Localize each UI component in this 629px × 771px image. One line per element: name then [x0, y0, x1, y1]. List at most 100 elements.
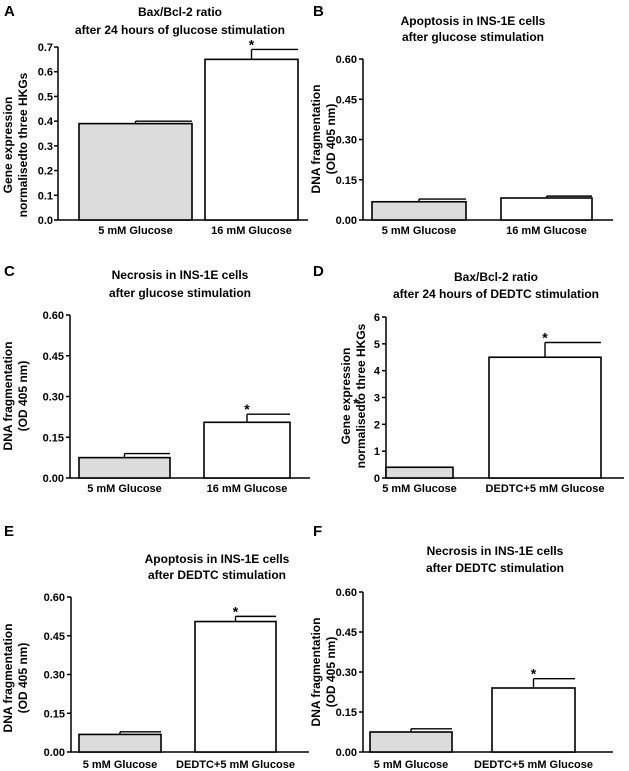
bar-1 — [78, 456, 171, 479]
category-label-2: 16 mM Glucose — [207, 483, 288, 495]
panel-b: B Apoptosis in INS-1E cells after glucose … — [309, 3, 613, 237]
y-axis-label-line-1: DNA fragmentation — [309, 618, 323, 727]
significance-star: * — [542, 329, 548, 345]
significance-star: * — [244, 401, 250, 417]
bar-2 — [491, 687, 576, 753]
panel-letter: D — [313, 263, 324, 280]
y-tick-label: 0.30 — [336, 135, 357, 147]
y-tick-label: 5 — [374, 339, 380, 351]
chart-title-line-2: after glucose stimulation — [109, 286, 251, 300]
chart-title-line-1: Necrosis in INS-1E cells — [112, 268, 249, 282]
significance-star: * — [233, 603, 239, 619]
chart-title-line-1: Necrosis in INS-1E cells — [427, 544, 564, 558]
y-tick-label: 0.00 — [336, 215, 357, 227]
bar-2 — [194, 620, 277, 753]
y-tick-label: 0.45 — [44, 631, 65, 643]
category-label-2: 16 mM Glucose — [211, 225, 292, 237]
bar-1 — [371, 200, 467, 221]
y-tick-label: 4 — [374, 366, 381, 378]
y-tick-label: 0.2 — [38, 166, 53, 178]
y-tick-label: 0.5 — [38, 91, 53, 103]
y-tick-label: 0.45 — [43, 351, 64, 363]
y-tick-label: 0.4 — [38, 116, 54, 128]
y-tick-label: 0.15 — [336, 175, 357, 187]
category-label-1: 5 mM Glucose — [382, 225, 457, 237]
y-tick-label: 0.60 — [336, 54, 357, 66]
category-label-2: DEDTC+5 mM Glucose — [176, 759, 295, 771]
y-tick-label: 0 — [374, 473, 380, 485]
category-label-1: 5 mM Glucose — [382, 483, 457, 495]
significance-star: * — [249, 36, 255, 52]
chart-title-line-1: Apoptosis in INS-1E cells — [401, 14, 546, 28]
bar-1 — [369, 731, 453, 753]
bar-1 — [78, 733, 162, 753]
panel-letter: A — [4, 3, 15, 20]
chart-title-line-2: after DEDTC stimulation — [426, 561, 564, 575]
category-label-1: 5 mM Glucose — [374, 759, 449, 771]
y-tick-label: 0.00 — [43, 473, 64, 485]
bar-2 — [488, 356, 602, 479]
chart-title-line-1: Bax/Bcl-2 ratio — [454, 270, 538, 284]
y-tick-label: 0.30 — [43, 392, 64, 404]
y-axis-label-line-1: Gene expression — [1, 97, 15, 194]
y-axis-label-line-1: DNA fragmentation — [309, 85, 323, 194]
y-tick-label: 0.15 — [44, 708, 65, 720]
y-tick-label: 0.1 — [38, 190, 53, 202]
y-tick-label: 1 — [374, 446, 380, 458]
bar-1 — [385, 466, 454, 479]
y-tick-label: 0.30 — [336, 667, 357, 679]
panel-e: E Apoptosis in INS-1E cells after DEDTC st… — [1, 523, 309, 771]
y-tick-label: 0.30 — [44, 670, 65, 682]
panel-letter: E — [4, 523, 14, 540]
chart-title-line-1: Apoptosis in INS-1E cells — [145, 552, 290, 566]
panel-a: A Bax/Bcl-2 ratio after 24 hours of glucos… — [1, 3, 308, 237]
y-tick-label: 0.60 — [336, 587, 357, 599]
chart-title-line-2: after 24 hours of DEDTC stimulation — [393, 287, 599, 301]
y-tick-label: 0.15 — [336, 707, 357, 719]
bar-2 — [204, 58, 299, 221]
y-axis-label-line-2: (OD 405 nm) — [16, 361, 30, 432]
chart-title-line-2: after DEDTC stimulation — [148, 568, 286, 582]
category-label-1: 5 mM Glucose — [98, 225, 173, 237]
chart-title-line-2: after glucose stimulation — [402, 30, 544, 44]
category-label-2: DEDTC+5 mM Glucose — [474, 759, 593, 771]
bar-1 — [78, 122, 193, 221]
category-label-1: 5 mM Glucose — [83, 759, 158, 771]
panel-letter: B — [313, 3, 324, 20]
chart-title-line-2: after 24 hours of glucose stimulation — [75, 23, 285, 37]
y-axis-label-line-1: DNA fragmentation — [1, 624, 15, 733]
panel-letter: C — [4, 263, 15, 280]
panel-c: C Necrosis in INS-1E cells after glucose s… — [1, 263, 310, 495]
y-tick-label: 0.45 — [336, 94, 357, 106]
y-axis-label-line-1: Gene expression — [339, 348, 353, 445]
y-axis-label-line-2: (OD 405 nm) — [324, 637, 338, 708]
y-tick-label: 0.60 — [43, 310, 64, 322]
y-axis-label-line-2: normalisedto three HKGs — [354, 323, 368, 468]
y-tick-label: 3 — [374, 393, 380, 405]
significance-star: * — [531, 666, 537, 682]
y-tick-label: 0.7 — [38, 42, 53, 54]
y-tick-label: 0.3 — [38, 141, 53, 153]
bar-2 — [500, 197, 593, 221]
category-label-2: 16 mM Glucose — [506, 225, 587, 237]
y-tick-label: 2 — [374, 419, 380, 431]
y-axis-label-line-2: (OD 405 nm) — [16, 643, 30, 714]
panel-f: F Necrosis in INS-1E cells after DEDTC sti… — [309, 523, 613, 771]
y-tick-label: 0.15 — [43, 432, 64, 444]
y-tick-label: 0.0 — [38, 215, 53, 227]
bar-2 — [203, 421, 291, 479]
y-tick-label: 0.00 — [44, 747, 65, 759]
category-label-2: DEDTC+5 mM Glucose — [486, 483, 605, 495]
y-axis-label-line-1: DNA fragmentation — [1, 342, 15, 451]
chart-title-line-1: Bax/Bcl-2 ratio — [138, 5, 222, 19]
category-label-1: 5 mM Glucose — [87, 483, 162, 495]
y-tick-label: 0.6 — [38, 67, 53, 79]
y-tick-label: 0.00 — [336, 747, 357, 759]
y-tick-label: 0.45 — [336, 627, 357, 639]
y-axis-label-line-2: normalisedto three HKGs — [16, 72, 30, 217]
panel-d: D Bax/Bcl-2 ratio after 24 hours of DEDTC … — [313, 263, 624, 495]
y-axis-label-line-2: (OD 405 nm) — [324, 104, 338, 175]
y-tick-label: 0.60 — [44, 592, 65, 604]
panel-letter: F — [313, 523, 322, 540]
